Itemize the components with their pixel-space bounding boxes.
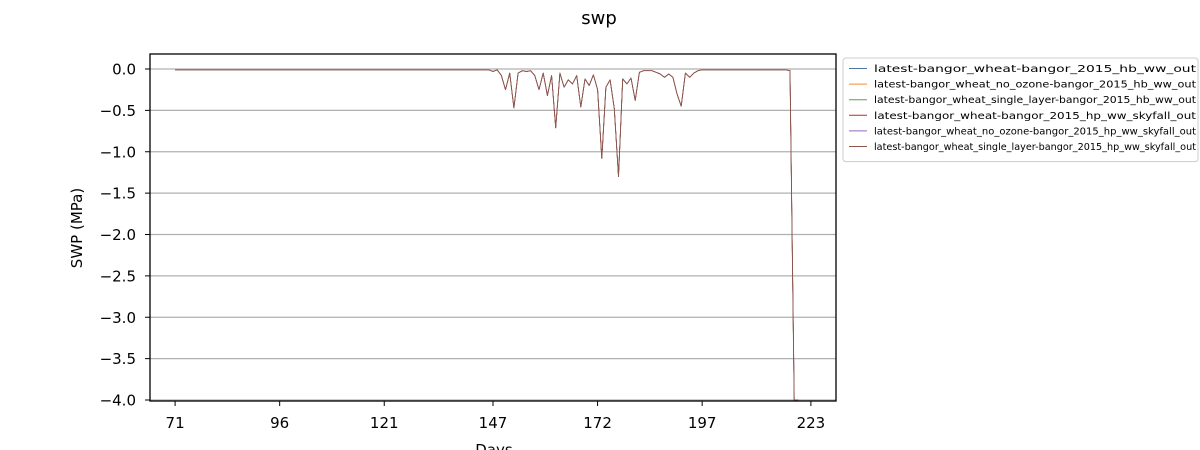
chart-title: swp (581, 8, 617, 29)
y-axis-title: SWP (MPa) (68, 188, 86, 268)
grid-layer (150, 68, 836, 401)
y-tick-label: −1.0 (100, 143, 136, 161)
x-tick-label: 223 (797, 414, 826, 432)
y-tick-label: −1.5 (100, 185, 136, 203)
x-tick-label: 172 (583, 414, 612, 432)
legend-entry[interactable]: latest-bangor_wheat_single_layer-bangor_… (874, 142, 1196, 153)
y-tick-label: −3.0 (100, 309, 136, 327)
legend-box (842, 57, 1199, 163)
y-tick-label: −4.0 (100, 392, 136, 410)
series-line-6 (175, 69, 799, 401)
y-tick-label: 0.0 (112, 61, 136, 79)
legend-entry[interactable]: latest-bangor_wheat_no_ozone-bangor_2015… (874, 80, 1196, 91)
x-axis: 71 96 121 147 172 197 223 (166, 401, 826, 432)
legend-entry[interactable]: latest-bangor_wheat-bangor_2015_hb_ww_ou… (874, 64, 1196, 75)
x-tick-label: 121 (370, 414, 399, 432)
x-tick-label: 71 (166, 414, 185, 432)
y-tick-label: −2.0 (100, 226, 136, 244)
y-tick-label: −0.5 (100, 102, 136, 120)
legend-entry[interactable]: latest-bangor_wheat_no_ozone-bangor_2015… (874, 126, 1196, 137)
y-axis: 0.0 −0.5 −1.0 −1.5 −2.0 −2.5 −3.0 −3.5 −4.0 (100, 61, 150, 410)
x-tick-label: 197 (688, 414, 717, 432)
legend[interactable]: latest-bangor_wheat-bangor_2015_hb_ww_ou… (842, 57, 1199, 163)
plot-frame (149, 53, 837, 402)
x-axis-title: Days (475, 441, 513, 450)
y-tick-label: −3.5 (100, 350, 136, 368)
x-tick-label: 147 (479, 414, 508, 432)
series-layer (175, 69, 799, 401)
x-tick-label: 96 (270, 414, 289, 432)
legend-entry[interactable]: latest-bangor_wheat_single_layer-bangor_… (874, 95, 1196, 106)
legend-entry[interactable]: latest-bangor_wheat-bangor_2015_hp_ww_sk… (874, 111, 1196, 122)
y-tick-label: −2.5 (100, 267, 136, 285)
